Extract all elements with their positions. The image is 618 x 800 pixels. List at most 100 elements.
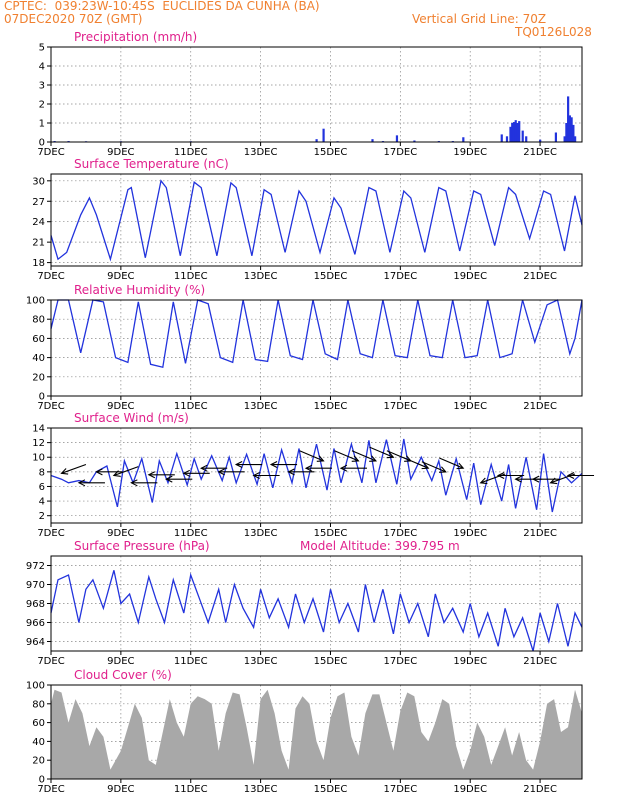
x-tick-label: 13DEC (244, 656, 278, 667)
x-tick-label: 17DEC (383, 656, 417, 667)
wind-arrowhead (234, 461, 243, 469)
y-tick-label: 80 (32, 699, 45, 710)
panel-title: Cloud Cover (%) (74, 668, 172, 682)
x-tick-label: 19DEC (453, 147, 487, 158)
precip-bar (514, 120, 517, 142)
wind-arrow (369, 446, 394, 458)
wind-arrowhead (514, 475, 522, 483)
precip-bar (505, 136, 509, 142)
panel-frame (50, 46, 583, 143)
panel-3: 0 20 40 60 80 100 7DEC 9DEC 11DEC 13DEC 15DEC 17DEC… (26, 283, 583, 412)
wind-arrowhead (386, 451, 395, 459)
y-tick-label: 30 (32, 176, 45, 187)
header-line3-right: TQ0126L028 (515, 25, 592, 39)
y-tick-label: 964 (26, 637, 45, 648)
y-tick-label: 21 (32, 238, 45, 249)
y-tick-label: 966 (26, 618, 45, 629)
wind-arrowhead (439, 466, 447, 473)
precip-bar (563, 136, 566, 142)
x-tick-label: 15DEC (314, 401, 348, 412)
x-tick-label: 7DEC (37, 401, 64, 412)
precip-bar (512, 122, 516, 142)
x-tick-label: 11DEC (174, 528, 208, 539)
x-tick-label: 21DEC (523, 271, 557, 282)
x-tick-label: 17DEC (383, 271, 417, 282)
panel-title: Surface Wind (m/s) (74, 411, 189, 425)
wind-arrowhead (566, 472, 575, 479)
y-tick-label: 2 (39, 100, 45, 111)
x-tick-label: 7DEC (37, 147, 64, 158)
wind-arrowhead (421, 462, 430, 470)
wind-arrow (334, 450, 359, 462)
wind-arrow (113, 466, 139, 477)
precip-bar (516, 123, 519, 142)
panel-5: 964 966 968 970 972 7DEC 9DEC 11DEC 13DEC 15DEC 17… (26, 539, 583, 667)
wind-arrow (439, 457, 464, 469)
y-tick-label: 24 (32, 217, 45, 228)
wind-arrowhead (549, 477, 558, 485)
x-tick-label: 11DEC (174, 401, 208, 412)
x-tick-label: 21DEC (523, 656, 557, 667)
precip-bar (525, 136, 528, 142)
x-tick-label: 13DEC (244, 271, 278, 282)
precip-bar (554, 132, 557, 142)
y-tick-label: 20 (32, 756, 45, 767)
wind-arrowhead (95, 468, 103, 476)
y-tick-label: 40 (32, 353, 45, 364)
y-tick-label: 12 (32, 438, 45, 449)
y-tick-label: 60 (32, 334, 45, 345)
y-tick-label: 60 (32, 718, 45, 729)
x-tick-label: 15DEC (314, 528, 348, 539)
wind-arrow (61, 463, 87, 474)
wind-arrowhead (351, 455, 360, 462)
x-tick-label: 15DEC (314, 147, 348, 158)
x-tick-label: 7DEC (37, 271, 64, 282)
y-tick-label: 27 (32, 197, 45, 208)
wind-arrowhead (165, 475, 173, 483)
y-tick-label: 0 (39, 138, 45, 149)
x-tick-label: 11DEC (174, 271, 208, 282)
series-line (50, 299, 583, 368)
x-tick-label: 7DEC (37, 528, 64, 539)
x-tick-label: 13DEC (244, 401, 278, 412)
y-tick-label: 0 (39, 775, 45, 786)
y-tick-label: 4 (39, 497, 45, 508)
x-tick-label: 19DEC (453, 528, 487, 539)
x-tick-label: 9DEC (107, 401, 134, 412)
x-tick-label: 11DEC (174, 656, 208, 667)
panel-title: Surface Temperature (nC) (74, 157, 229, 171)
wind-arrowhead (456, 462, 465, 470)
x-tick-label: 13DEC (244, 147, 278, 158)
precip-bar (315, 139, 318, 142)
y-tick-label: 3 (39, 81, 45, 92)
y-tick-label: 18 (32, 258, 45, 269)
x-tick-label: 21DEC (523, 528, 557, 539)
wind-arrowhead (77, 479, 86, 487)
wind-arrowhead (112, 470, 121, 477)
wind-arrowhead (217, 468, 225, 476)
x-tick-label: 17DEC (383, 528, 417, 539)
panel-1: 0 1 2 3 4 5 7DEC 9DEC 11DEC 13DEC 15DEC 17DEC 19DEC 2… (37, 30, 583, 158)
y-tick-label: 8 (39, 467, 45, 478)
panel-title: Relative Humidity (%) (74, 283, 205, 297)
panel-6: 0 20 40 60 80 100 7DEC 9DEC 11DEC 13DEC 15DEC 17DEC… (26, 668, 583, 795)
x-tick-label: 15DEC (314, 656, 348, 667)
wind-arrow (404, 457, 429, 469)
x-tick-label: 15DEC (314, 784, 348, 795)
x-tick-label: 11DEC (174, 147, 208, 158)
precip-bar (574, 136, 577, 142)
wind-arrowhead (531, 475, 540, 483)
precip-bar (322, 128, 325, 142)
y-tick-label: 10 (32, 453, 45, 464)
precip-bar (521, 130, 524, 142)
wind-arrowhead (199, 464, 208, 472)
panel-2: 18 21 24 27 30 7DEC 9DEC 11DEC 13DEC 15DEC 17DEC 19… (32, 157, 583, 282)
series-line (50, 570, 583, 652)
panel-frame (50, 684, 583, 780)
y-tick-label: 970 (26, 580, 45, 591)
precip-bar (511, 123, 514, 142)
precip-bar (413, 140, 416, 142)
x-tick-label: 9DEC (107, 656, 134, 667)
precip-bar (509, 126, 512, 142)
